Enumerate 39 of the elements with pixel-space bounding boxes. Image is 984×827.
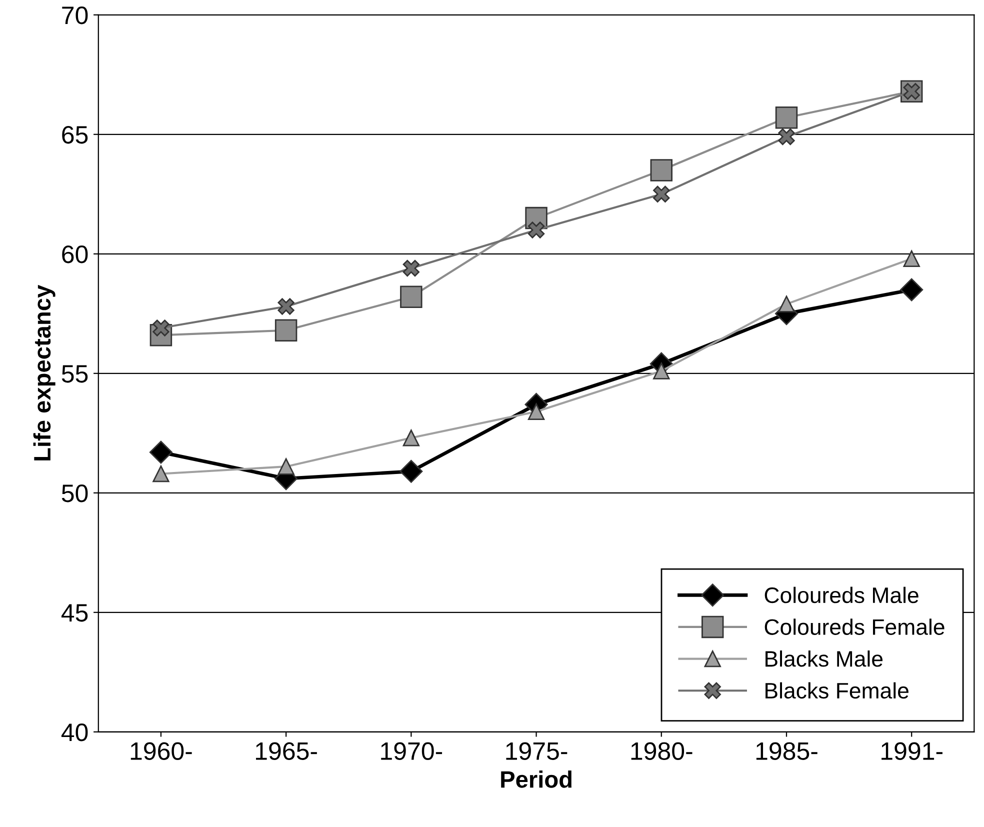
y-tick-label: 40 <box>61 723 88 742</box>
x-tick-label: 1965- <box>256 742 317 760</box>
y-tick-label: 70 <box>62 6 88 24</box>
y-tick-label: 60 <box>62 245 88 264</box>
y-tick-label: 50 <box>62 484 88 502</box>
point <box>778 296 795 312</box>
x-axis-title: Period <box>501 770 572 788</box>
point <box>650 159 672 182</box>
y-tick-label: 65 <box>62 126 88 144</box>
point <box>778 128 795 146</box>
y-tick-label: 55 <box>62 365 88 383</box>
y-axis-title: Life expectancy <box>33 284 56 460</box>
x-tick-label: 1991- <box>882 742 942 760</box>
x-tick-label: 1970- <box>381 742 442 760</box>
x-tick-label: 1980- <box>631 742 692 760</box>
point <box>528 222 545 238</box>
legend-label: Coloureds Female <box>764 618 944 635</box>
x-tick-label: 1985- <box>756 742 818 760</box>
legend-label: Blacks Male <box>766 650 883 667</box>
point <box>528 403 545 420</box>
legend-label: Coloureds Male <box>764 586 918 604</box>
y-tick-label: 45 <box>61 604 88 622</box>
point <box>278 298 294 315</box>
point <box>900 278 924 302</box>
point <box>152 465 170 482</box>
point <box>402 430 420 446</box>
point <box>400 286 422 308</box>
point <box>653 362 670 380</box>
point <box>402 260 420 277</box>
point <box>149 440 172 464</box>
point <box>400 460 423 483</box>
point <box>278 458 294 475</box>
point <box>775 106 798 129</box>
x-tick-label: 1960- <box>130 742 192 760</box>
point <box>274 319 298 342</box>
point <box>903 250 920 268</box>
legend-label: Blacks Female <box>766 682 908 699</box>
x-tick-label: 1975- <box>506 742 568 760</box>
point <box>653 186 670 202</box>
